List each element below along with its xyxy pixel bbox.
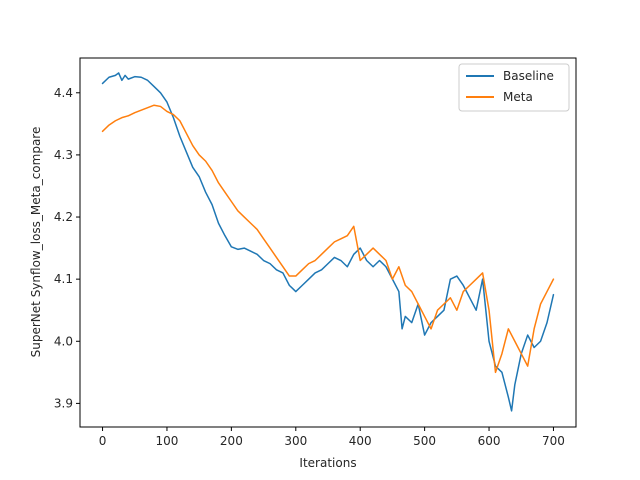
x-tick-label: 400 [349,434,372,448]
y-tick-label: 4.2 [54,210,73,224]
y-tick-label: 4.1 [54,272,73,286]
x-tick-label: 500 [413,434,436,448]
y-axis-label: SuperNet Synflow_loss_Meta_compare [29,127,43,358]
x-tick-label: 700 [542,434,565,448]
x-tick-label: 100 [156,434,179,448]
x-tick-label: 200 [220,434,243,448]
legend-label-baseline: Baseline [503,69,554,83]
legend: Baseline Meta [458,63,570,112]
y-tick-label: 4.0 [54,334,73,348]
plot-frame [79,57,577,428]
y-tick-label: 3.9 [54,396,73,410]
legend-label-meta: Meta [503,90,533,104]
y-tick-label: 4.3 [54,148,73,162]
y-tick-label: 4.4 [54,86,73,100]
x-axis: 0 100 200 300 400 500 600 700 [99,427,565,448]
series-layer [101,72,555,412]
x-tick-label: 300 [284,434,307,448]
x-tick-label: 0 [99,434,107,448]
series-line-meta [101,104,555,374]
series-line-baseline [101,72,555,412]
x-tick-label: 600 [478,434,501,448]
y-axis: 3.9 4.0 4.1 4.2 4.3 4.4 [54,86,80,410]
x-axis-label: Iterations [299,456,356,470]
